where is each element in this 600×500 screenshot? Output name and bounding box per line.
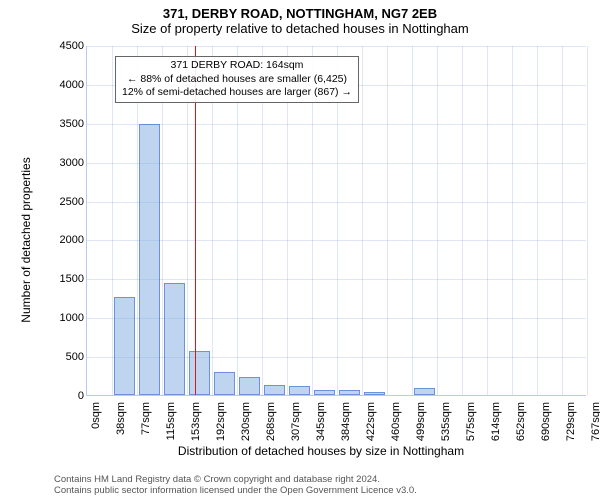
gridline-v xyxy=(362,46,363,395)
x-tick-label: 38sqm xyxy=(115,402,127,462)
bar xyxy=(189,351,210,395)
x-tick-label: 652sqm xyxy=(515,402,527,462)
footer-attribution: Contains HM Land Registry data © Crown c… xyxy=(54,474,417,496)
y-tick-label: 0 xyxy=(54,390,84,402)
x-tick-label: 575sqm xyxy=(465,402,477,462)
annotation-box: 371 DERBY ROAD: 164sqm ← 88% of detached… xyxy=(115,56,359,103)
gridline-v xyxy=(537,46,538,395)
bar xyxy=(314,390,335,395)
gridline-v xyxy=(562,46,563,395)
bar xyxy=(139,124,160,395)
annotation-line1: 371 DERBY ROAD: 164sqm xyxy=(122,59,352,73)
gridline-v xyxy=(462,46,463,395)
annotation-line2: ← 88% of detached houses are smaller (6,… xyxy=(122,73,352,87)
gridline-v xyxy=(512,46,513,395)
y-tick-label: 4500 xyxy=(54,40,84,52)
gridline-v xyxy=(112,46,113,395)
bar xyxy=(289,386,310,395)
chart-title: 371, DERBY ROAD, NOTTINGHAM, NG7 2EB xyxy=(0,6,600,21)
bar xyxy=(264,385,285,395)
plot-area: 371 DERBY ROAD: 164sqm ← 88% of detached… xyxy=(86,46,586,396)
gridline-v xyxy=(387,46,388,395)
x-tick-label: 614sqm xyxy=(490,402,502,462)
gridline-v xyxy=(412,46,413,395)
chart-container: 050010001500200025003000350040004500 371… xyxy=(54,44,588,436)
bar xyxy=(114,297,135,395)
x-tick-label: 115sqm xyxy=(165,402,177,462)
bar xyxy=(239,377,260,395)
x-tick-label: 0sqm xyxy=(90,402,102,462)
y-axis-label: Number of detached properties xyxy=(19,157,33,322)
x-tick-label: 729sqm xyxy=(565,402,577,462)
y-tick-label: 1000 xyxy=(54,312,84,324)
y-tick-label: 500 xyxy=(54,351,84,363)
bar xyxy=(339,390,360,395)
bar xyxy=(214,372,235,395)
y-tick-label: 1500 xyxy=(54,273,84,285)
annotation-line3: 12% of semi-detached houses are larger (… xyxy=(122,86,352,100)
footer-line2: Contains public sector information licen… xyxy=(54,485,417,496)
y-tick-label: 4000 xyxy=(54,79,84,91)
x-tick-label: 690sqm xyxy=(540,402,552,462)
x-tick-label: 77sqm xyxy=(140,402,152,462)
y-tick-label: 2000 xyxy=(54,234,84,246)
bar xyxy=(364,392,385,395)
bar xyxy=(164,283,185,395)
gridline-v xyxy=(587,46,588,395)
y-tick-label: 3000 xyxy=(54,157,84,169)
y-tick-label: 2500 xyxy=(54,196,84,208)
gridline-v xyxy=(487,46,488,395)
footer-line1: Contains HM Land Registry data © Crown c… xyxy=(54,474,417,485)
gridline-v xyxy=(437,46,438,395)
bar xyxy=(414,388,435,395)
x-tick-label: 767sqm xyxy=(590,402,600,462)
y-tick-label: 3500 xyxy=(54,118,84,130)
chart-subtitle: Size of property relative to detached ho… xyxy=(0,21,600,36)
